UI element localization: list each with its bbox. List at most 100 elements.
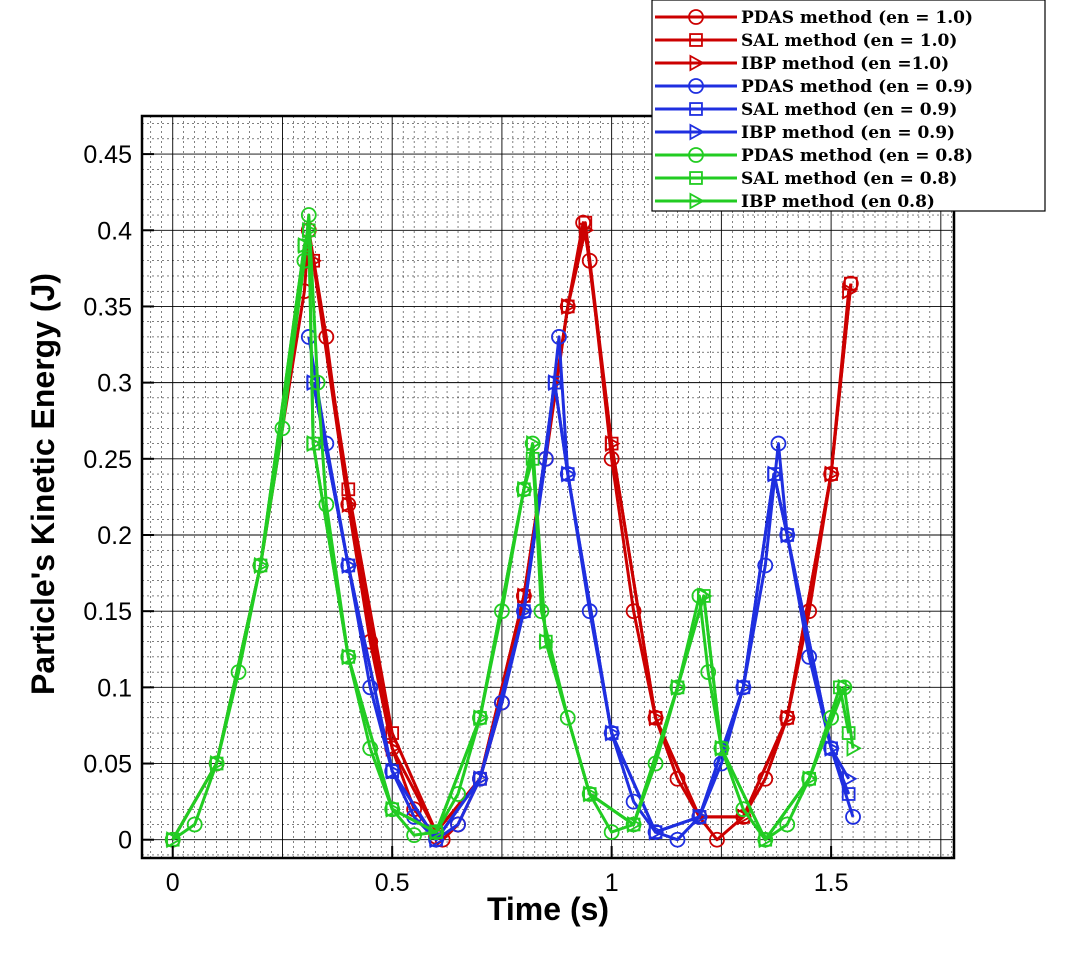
data-point-square [689,102,703,116]
data-point-circle [533,603,550,620]
data-point-square [385,726,400,740]
data-point-triangle [306,374,323,392]
data-point-circle [625,603,642,620]
data-point-circle [669,831,686,848]
data-point-circle [274,420,291,437]
data-point-triangle [297,236,314,255]
legend-label: SAL method (en = 0.8) [741,169,957,189]
data-point-triangle [697,587,713,605]
y-tick-label: 0 [118,827,132,855]
x-axis-title: Time (s) [487,891,609,927]
x-tick-label: 0.5 [375,869,410,897]
legend-label: SAL method (en = 1.0) [741,31,957,51]
legend-label: PDAS method (en = 0.9) [741,77,973,97]
data-point-circle [551,329,567,345]
data-point-triangle [473,770,489,788]
data-point-triangle [649,709,665,727]
data-point-triangle [539,633,555,651]
y-tick-label: 0.2 [97,522,132,550]
data-point-circle [845,808,861,825]
data-point-triangle [302,221,318,239]
data-point-triangle [341,556,358,574]
data-point-triangle [670,678,687,696]
data-point-triangle [837,678,854,696]
data-point-triangle [166,831,182,849]
data-point-triangle [736,808,753,826]
data-point-circle [779,816,796,833]
legend-entry: PDAS method (en = 0.8) [655,146,973,166]
data-point-triangle [306,252,323,270]
data-point-triangle [736,678,753,696]
legend-entry: IBP method (en 0.8) [655,192,935,212]
legend-entry: IBP method (en =1.0) [655,54,949,74]
data-point-circle [757,557,774,574]
data-point-circle [318,496,335,513]
data-point-circle [757,770,774,787]
x-tick-label: 1 [605,869,619,897]
data-point-triangle [649,823,665,841]
y-tick-label: 0.15 [83,598,132,626]
y-axis-title: Particle's Kinetic Energy (J) [25,273,61,695]
x-tick-label: 0 [166,869,180,897]
series-line [171,228,855,842]
data-point-triangle [842,282,858,300]
legend-box [651,0,1046,212]
data-point-circle [450,816,466,833]
legend-entry: SAL method (en = 0.9) [655,100,957,120]
data-point-triangle [517,602,533,620]
data-point-circle [709,831,725,848]
data-point-circle [688,9,704,25]
data-point-triangle [385,762,402,780]
legend-entry: PDAS method (en = 0.9) [655,77,973,97]
series-8 [166,221,862,849]
data-point-triangle [583,785,599,803]
y-tick-label: 0.35 [83,293,132,321]
data-point-square [841,787,856,801]
data-point-triangle [689,54,705,72]
legend-entry: SAL method (en = 0.8) [655,169,957,189]
x-tick-label: 1.5 [814,869,849,897]
legend: PDAS method (en = 1.0) SAL method (en = 1… [651,0,1046,212]
data-point-triangle [758,831,775,849]
series-line [311,228,851,834]
data-point-triangle [767,465,783,483]
data-point-triangle [824,465,840,483]
legend-label: IBP method (en =1.0) [741,54,949,74]
data-point-triangle [254,556,270,574]
data-point-circle [362,740,379,757]
legend-label: SAL method (en = 0.9) [741,100,957,120]
data-point-circle [603,824,620,840]
data-point-triangle [846,739,862,757]
y-tick-label: 0.1 [97,674,132,702]
data-point-triangle [824,739,840,757]
series-line [311,381,850,842]
data-series [164,207,862,849]
data-point-triangle [627,815,643,834]
y-tick-label: 0.25 [83,446,132,474]
data-point-circle [770,435,787,452]
data-point-triangle [714,739,731,757]
data-point-triangle [385,800,402,818]
data-point-circle [669,770,686,787]
data-point-circle [700,664,717,681]
data-point-circle [559,709,576,726]
data-point-triangle [561,465,577,483]
data-point-triangle [689,192,705,210]
data-point-triangle [473,709,489,727]
data-point-triangle [605,724,621,742]
data-point-circle [362,679,379,696]
data-point-triangle [429,823,445,841]
data-point-triangle [210,755,226,773]
legend-label: PDAS method (en = 1.0) [741,8,973,28]
data-point-triangle [561,297,577,315]
y-tick-label: 0.4 [97,217,132,245]
data-point-circle [688,78,704,94]
data-point-triangle [605,435,621,453]
data-point-triangle [578,221,595,239]
legend-entry: IBP method (en = 0.9) [655,123,955,143]
data-point-circle [406,827,423,844]
legend-label: IBP method (en 0.8) [741,192,935,212]
data-point-triangle [341,648,358,666]
data-point-circle [300,207,317,223]
